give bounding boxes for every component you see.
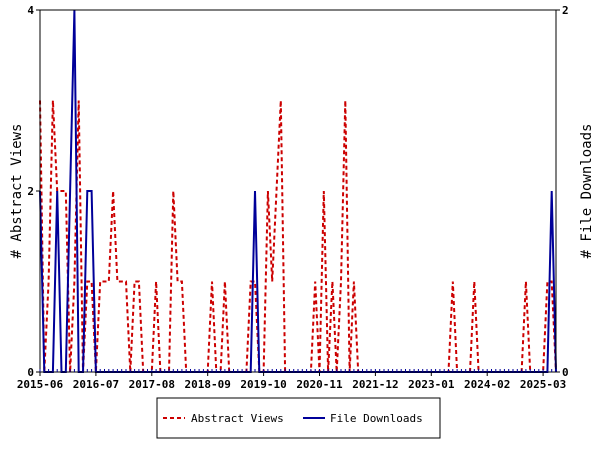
x-tick-label: 2018-09 [185,378,231,391]
left-axis-title: # Abstract Views [9,124,25,259]
legend-box [156,397,441,439]
legend: Abstract Views File Downloads [156,397,441,439]
legend-label-abstract-views: Abstract Views [191,412,284,425]
x-tick-label: 2021-12 [352,378,398,391]
x-tick-label: 2016-07 [73,378,119,391]
left-y-tick-label: 4 [27,4,34,17]
x-tick-label: 2024-02 [464,378,510,391]
right-axis-title: # File Downloads [579,124,595,259]
x-tick-label: 2017-08 [129,378,175,391]
left-y-tick-label: 2 [27,185,34,198]
right-y-tick-label: 0 [562,366,569,379]
left-y-tick-label: 0 [27,366,34,379]
x-tick-label: 2023-01 [408,378,455,391]
right-y-tick-label: 2 [562,4,569,17]
x-tick-label: 2015-06 [17,378,64,391]
x-tick-label: 2019-10 [240,378,286,391]
x-tick-label: 2025-03 [520,378,566,391]
legend-label-file-downloads: File Downloads [330,412,423,425]
x-tick-label: 2020-11 [296,378,343,391]
axes: 2015-06 2016-07 2017-08 2018-09 2019-10 2020-… [17,4,569,391]
